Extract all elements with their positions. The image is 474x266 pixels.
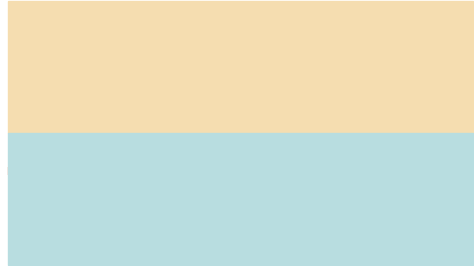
Ellipse shape: [102, 195, 113, 203]
Text: 科德圈: 科德圈: [71, 13, 91, 23]
Circle shape: [402, 67, 422, 78]
Circle shape: [223, 77, 238, 86]
Text: Code: Code: [22, 13, 64, 28]
Circle shape: [249, 179, 264, 187]
Circle shape: [242, 187, 257, 195]
Text: Embryo: Embryo: [231, 217, 268, 227]
Text: Embryo: Embryo: [231, 101, 268, 111]
FancyBboxPatch shape: [399, 88, 409, 107]
Text: Germline
Mutation: Germline Mutation: [382, 221, 438, 243]
FancyBboxPatch shape: [397, 176, 422, 205]
Circle shape: [116, 59, 137, 70]
Circle shape: [237, 176, 252, 185]
Circle shape: [223, 193, 238, 202]
Circle shape: [233, 79, 247, 87]
Text: Egg cell: Egg cell: [112, 41, 150, 51]
Circle shape: [397, 52, 423, 67]
Circle shape: [237, 60, 252, 69]
Circle shape: [263, 63, 278, 71]
Circle shape: [246, 197, 262, 206]
Circle shape: [261, 184, 275, 193]
Text: G E N E T I C S: G E N E T I C S: [24, 34, 69, 39]
Circle shape: [251, 175, 266, 183]
Text: Sperm cell: Sperm cell: [82, 211, 134, 221]
FancyBboxPatch shape: [419, 65, 430, 81]
Circle shape: [223, 71, 238, 79]
Text: X: X: [56, 13, 68, 28]
Circle shape: [230, 64, 246, 73]
Ellipse shape: [102, 79, 113, 87]
FancyBboxPatch shape: [411, 88, 421, 107]
Circle shape: [223, 187, 238, 195]
Circle shape: [251, 59, 266, 68]
Circle shape: [242, 71, 257, 79]
Circle shape: [397, 168, 423, 182]
FancyBboxPatch shape: [390, 181, 401, 197]
FancyBboxPatch shape: [419, 181, 430, 197]
Circle shape: [256, 77, 271, 86]
FancyBboxPatch shape: [397, 61, 422, 90]
Circle shape: [230, 180, 246, 189]
Circle shape: [233, 195, 247, 203]
FancyBboxPatch shape: [390, 65, 401, 81]
Text: Sperm cell: Sperm cell: [82, 95, 134, 105]
Circle shape: [261, 68, 275, 77]
Text: Somatic
Mutation: Somatic Mutation: [382, 106, 438, 127]
Circle shape: [249, 63, 264, 71]
FancyBboxPatch shape: [411, 203, 421, 223]
FancyBboxPatch shape: [399, 203, 409, 223]
Circle shape: [246, 81, 262, 90]
Text: Egg cell: Egg cell: [112, 157, 150, 167]
Circle shape: [256, 193, 271, 202]
Text: Mutation: Mutation: [285, 54, 335, 64]
Text: Mutation: Mutation: [6, 167, 56, 177]
Circle shape: [116, 174, 137, 186]
Circle shape: [263, 179, 278, 187]
